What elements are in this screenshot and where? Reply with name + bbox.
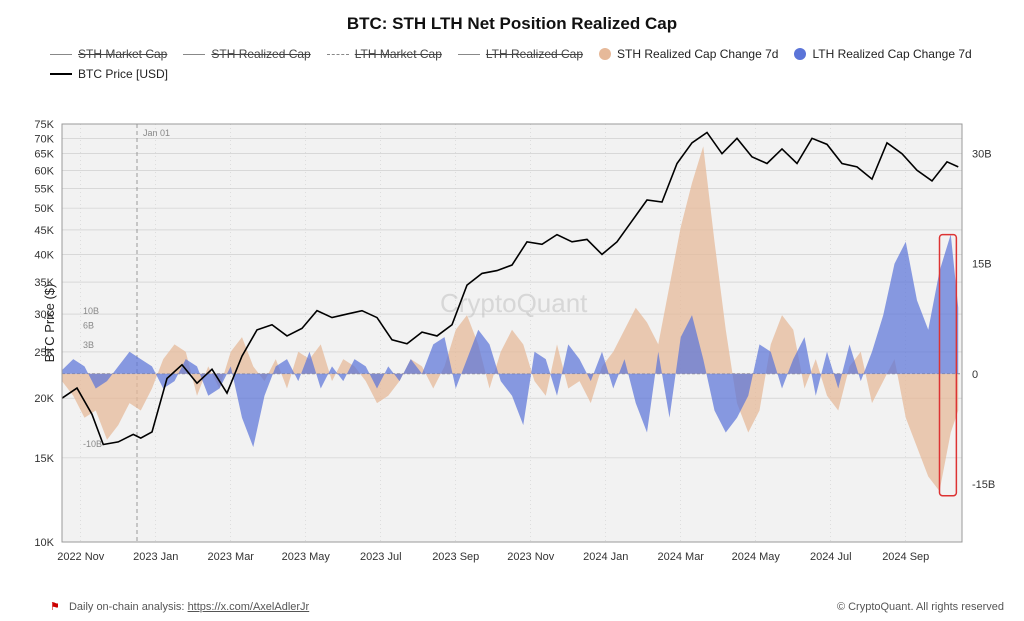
legend-item: LTH Realized Cap — [458, 44, 583, 64]
svg-text:30B: 30B — [972, 149, 992, 161]
legend-item: STH Realized Cap — [183, 44, 310, 64]
legend-item: STH Market Cap — [50, 44, 167, 64]
svg-text:2023 May: 2023 May — [282, 551, 331, 563]
svg-text:2024 Jul: 2024 Jul — [810, 551, 852, 563]
legend-item: STH Realized Cap Change 7d — [599, 44, 778, 64]
legend: STH Market Cap STH Realized Cap LTH Market… — [50, 44, 1004, 84]
footer: ⚑ Daily on-chain analysis: https://x.com… — [50, 600, 1004, 613]
svg-text:CryptoQuant: CryptoQuant — [440, 288, 588, 318]
svg-text:2023 Mar: 2023 Mar — [208, 551, 255, 563]
svg-text:10K: 10K — [34, 537, 54, 549]
svg-text:3B: 3B — [83, 340, 94, 350]
svg-text:6B: 6B — [83, 320, 94, 330]
svg-text:2023 Jan: 2023 Jan — [133, 551, 178, 563]
svg-text:65K: 65K — [34, 149, 54, 161]
svg-text:20K: 20K — [34, 393, 54, 405]
svg-text:55K: 55K — [34, 183, 54, 195]
svg-text:35K: 35K — [34, 277, 54, 289]
svg-text:25K: 25K — [34, 347, 54, 359]
svg-text:-10B: -10B — [83, 439, 102, 449]
svg-text:2023 Sep: 2023 Sep — [432, 551, 479, 563]
svg-text:45K: 45K — [34, 225, 54, 237]
svg-text:2024 Jan: 2024 Jan — [583, 551, 628, 563]
legend-item: LTH Market Cap — [327, 44, 442, 64]
chart-svg: 10K 15K 20K 25K 30K 35K 40K 45K 50K 55K 60K 65K 70K 7… — [0, 110, 1024, 590]
footer-text: Daily on-chain analysis: — [69, 601, 185, 613]
svg-text:2024 May: 2024 May — [732, 551, 781, 563]
svg-text:15K: 15K — [34, 453, 54, 465]
svg-text:2023 Nov: 2023 Nov — [507, 551, 555, 563]
svg-text:-15B: -15B — [972, 479, 995, 491]
svg-text:2023 Jul: 2023 Jul — [360, 551, 402, 563]
svg-text:10B: 10B — [83, 306, 99, 316]
svg-text:2022 Nov: 2022 Nov — [57, 551, 105, 563]
svg-text:70K: 70K — [34, 133, 54, 145]
footer-link[interactable]: https://x.com/AxelAdlerJr — [188, 601, 310, 613]
svg-text:50K: 50K — [34, 203, 54, 215]
flag-icon: ⚑ — [50, 601, 60, 613]
svg-text:40K: 40K — [34, 249, 54, 261]
legend-item: BTC Price [USD] — [50, 64, 168, 84]
svg-text:75K: 75K — [34, 119, 54, 131]
legend-item: LTH Realized Cap Change 7d — [794, 44, 971, 64]
svg-text:Jan 01: Jan 01 — [143, 128, 170, 138]
footer-credit: © CryptoQuant. All rights reserved — [837, 601, 1004, 613]
svg-text:2024 Mar: 2024 Mar — [658, 551, 705, 563]
svg-text:15B: 15B — [972, 259, 992, 271]
chart-container: BTC: STH LTH Net Position Realized Cap S… — [0, 0, 1024, 621]
svg-text:60K: 60K — [34, 165, 54, 177]
svg-text:2024 Sep: 2024 Sep — [882, 551, 929, 563]
chart-title: BTC: STH LTH Net Position Realized Cap — [0, 14, 1024, 34]
svg-text:0: 0 — [972, 369, 978, 381]
svg-text:30K: 30K — [34, 309, 54, 321]
